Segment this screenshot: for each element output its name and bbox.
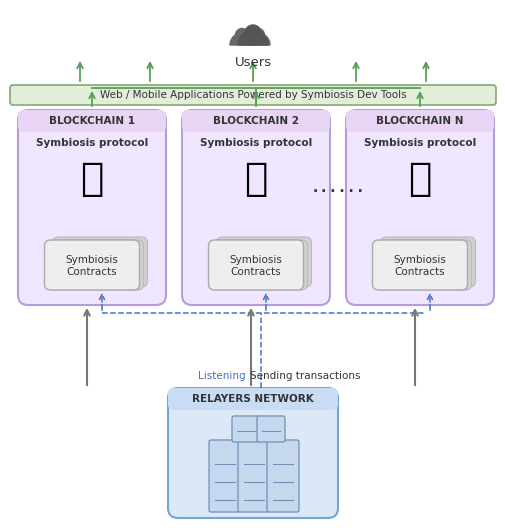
FancyBboxPatch shape — [237, 440, 270, 512]
Text: Web / Mobile Applications Powered by Symbiosis Dev Tools: Web / Mobile Applications Powered by Sym… — [99, 90, 406, 100]
Text: Contracts: Contracts — [230, 267, 281, 277]
Text: Symbiosis: Symbiosis — [393, 255, 445, 265]
FancyBboxPatch shape — [53, 237, 147, 287]
Text: 🐙: 🐙 — [80, 160, 104, 198]
FancyBboxPatch shape — [168, 388, 337, 518]
FancyBboxPatch shape — [10, 85, 495, 105]
FancyBboxPatch shape — [216, 237, 311, 287]
Wedge shape — [237, 30, 268, 45]
FancyBboxPatch shape — [231, 416, 260, 442]
Text: Contracts: Contracts — [394, 267, 444, 277]
FancyBboxPatch shape — [208, 240, 303, 290]
FancyBboxPatch shape — [18, 110, 166, 305]
Text: BLOCKCHAIN N: BLOCKCHAIN N — [376, 116, 463, 126]
FancyBboxPatch shape — [209, 440, 240, 512]
Circle shape — [244, 25, 261, 41]
Text: Symbiosis protocol: Symbiosis protocol — [363, 138, 475, 148]
Text: BLOCKCHAIN 2: BLOCKCHAIN 2 — [213, 116, 298, 126]
Text: BLOCKCHAIN 1: BLOCKCHAIN 1 — [49, 116, 135, 126]
Text: Users: Users — [234, 56, 271, 69]
FancyBboxPatch shape — [182, 110, 329, 132]
FancyBboxPatch shape — [372, 240, 467, 290]
FancyBboxPatch shape — [18, 110, 166, 132]
FancyBboxPatch shape — [267, 440, 298, 512]
Text: Sending transactions: Sending transactions — [249, 371, 360, 381]
Text: Symbiosis: Symbiosis — [66, 255, 118, 265]
Text: Listening: Listening — [198, 371, 245, 381]
FancyBboxPatch shape — [380, 237, 475, 287]
FancyBboxPatch shape — [44, 240, 139, 290]
Circle shape — [251, 29, 264, 42]
Text: 🐙: 🐙 — [408, 160, 431, 198]
Text: 🐙: 🐙 — [244, 160, 267, 198]
Text: ......: ...... — [310, 180, 365, 195]
Text: Symbiosis protocol: Symbiosis protocol — [36, 138, 148, 148]
Text: Symbiosis: Symbiosis — [229, 255, 282, 265]
FancyBboxPatch shape — [345, 110, 493, 305]
FancyBboxPatch shape — [48, 240, 143, 290]
FancyBboxPatch shape — [257, 416, 284, 442]
Text: Contracts: Contracts — [67, 267, 117, 277]
Text: Symbiosis protocol: Symbiosis protocol — [199, 138, 312, 148]
Text: RELAYERS NETWORK: RELAYERS NETWORK — [192, 394, 313, 404]
FancyBboxPatch shape — [212, 240, 307, 290]
FancyBboxPatch shape — [168, 388, 337, 410]
Circle shape — [235, 29, 248, 42]
FancyBboxPatch shape — [345, 110, 493, 132]
FancyBboxPatch shape — [376, 240, 471, 290]
FancyBboxPatch shape — [182, 110, 329, 305]
Wedge shape — [245, 33, 270, 45]
Wedge shape — [230, 33, 254, 45]
